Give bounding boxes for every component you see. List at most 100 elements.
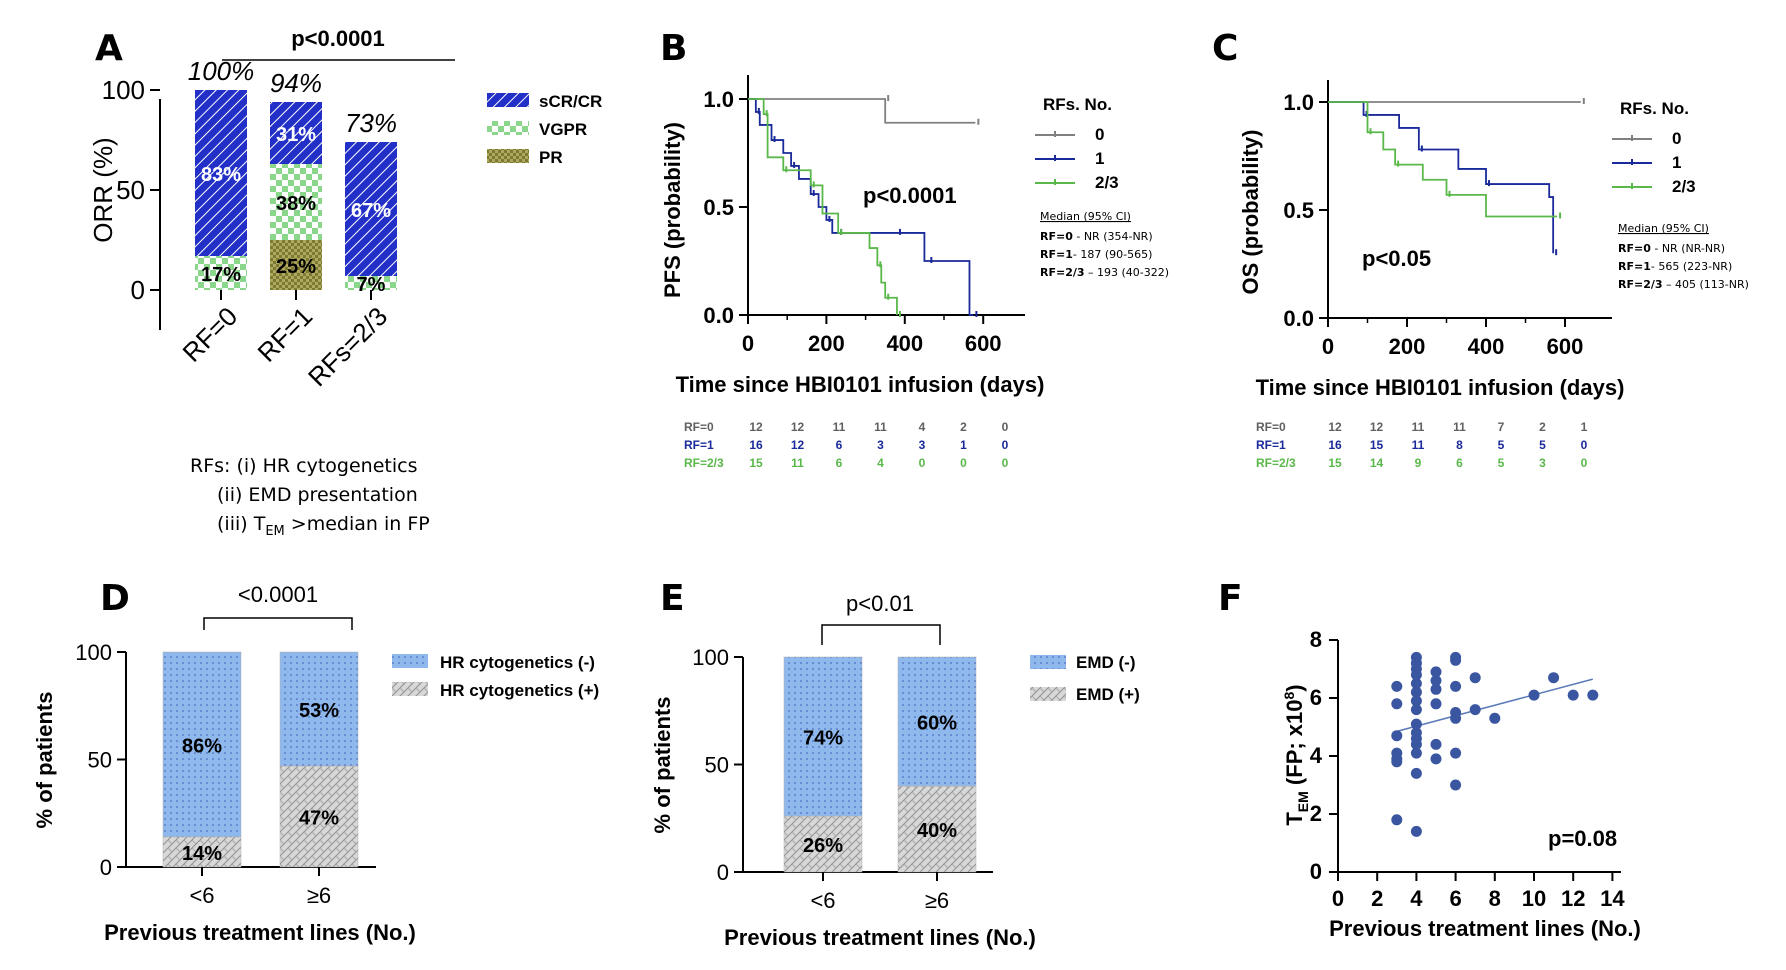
ytick-label-100: 100 [102, 75, 145, 105]
scatter-point [1430, 753, 1442, 765]
risk-cell-2-6: 0 [1581, 456, 1588, 470]
risk-row-label-0: RF=0 [1256, 420, 1286, 434]
risk-cell-1-0: 16 [1328, 438, 1342, 452]
median-row-0: RF=0 - NR (354-NR) [1040, 230, 1153, 243]
bar-EMD--1 [897, 656, 977, 787]
bar-sCR-CR-RFs=2/3 [345, 142, 397, 276]
risk-cell-0-1: 12 [791, 420, 805, 434]
ytick-label-50: 50 [705, 753, 729, 778]
xtick-label-0: 0 [742, 331, 754, 356]
scatter-point [1528, 689, 1540, 701]
xtick-label-RFs=2/3: RFs=2/3 [302, 301, 393, 392]
panel-d-xlabel: Previous treatment lines (No.) [104, 920, 416, 945]
risk-cell-0-0: 12 [1328, 420, 1342, 434]
panel-c-median: Median (95% CI)RF=0 - NR (NR-NR)RF=1- 56… [1618, 222, 1749, 291]
xtick-label-0: <6 [189, 883, 214, 908]
scatter-point [1391, 730, 1403, 742]
panel-label-d: D [100, 578, 130, 619]
panel-c-legend: RFs. No. 0 1 2/3 [1612, 99, 1696, 196]
bar-sCR-CR-RF=1 [270, 102, 322, 164]
panel-label-e: E [660, 578, 685, 619]
panel-c-pvalue: p<0.05 [1362, 246, 1431, 271]
scatter-point [1489, 712, 1501, 724]
legend-label-rf-0: 0 [1672, 129, 1681, 148]
median-label: RF=1 [1618, 260, 1651, 273]
risk-cell-1-3: 8 [1456, 438, 1463, 452]
ytick-label-50: 50 [116, 175, 145, 205]
panel-c: C OS (probability) Time since HBI0101 in… [1212, 28, 1749, 470]
panel-e-chart: 0 50 100 26% 74% <6 40% 60% ≥6 [692, 645, 993, 913]
bar-label-1-0: 47% [299, 807, 339, 829]
median-value: - NR (354-NR) [1073, 230, 1153, 243]
median-label: RF=1 [1040, 248, 1073, 261]
panel-a-footnote: RFs: (i) HR cytogenetics (ii) EMD presen… [190, 455, 430, 539]
risk-cell-2-5: 3 [1539, 456, 1546, 470]
panel-c-curves [1328, 98, 1585, 256]
xtick-label-600: 600 [965, 331, 1002, 356]
scatter-point [1410, 825, 1422, 837]
panel-f-ticks: 0 2 4 6 8 10 12 14 0 2 4 6 8 [1310, 627, 1626, 911]
median-title: Median (95% CI) [1040, 210, 1131, 223]
risk-cell-0-6: 0 [1002, 420, 1009, 434]
risk-cell-1-0: 16 [749, 438, 763, 452]
risk-cell-1-2: 11 [1412, 438, 1425, 452]
legend-swatch-VGPR [487, 121, 529, 135]
km-curve-rf-2-3 [1328, 101, 1558, 218]
bar-label-VGPR-RF=0: 17% [201, 264, 241, 286]
bar-EMD--0 [783, 656, 863, 817]
risk-cell-1-6: 0 [1002, 438, 1009, 452]
scatter-point [1391, 756, 1403, 768]
risk-cell-2-3: 4 [877, 456, 884, 470]
panel-d-ylabel: % of patients [32, 692, 57, 829]
median-label: RF=0 [1618, 242, 1651, 255]
panel-d-bracket [203, 617, 353, 630]
panel-c-risk-table: RF=0 12 12 11 11 7 2 1 RF=1 16 15 11 8 5 5 0 RF=2/3 15 14 9… [1256, 420, 1588, 470]
panel-a-yticks: 0 50 100 [102, 75, 160, 305]
risk-row-label-1: RF=1 [684, 438, 714, 452]
scatter-point [1430, 666, 1442, 678]
legend-label-rf-2-3: 2/3 [1672, 177, 1696, 196]
legend-swatch-hr-neg [392, 654, 428, 668]
panel-b-legend: RFs. No. 0 1 2/3 [1035, 95, 1119, 192]
bar-label-1-0: 40% [917, 820, 957, 842]
km-curve-rf-1 [1328, 101, 1555, 254]
panel-c-ticks: 0 200 400 600 0.0 0.5 1.0 [1283, 90, 1583, 359]
risk-cell-0-3: 11 [1453, 420, 1466, 434]
panel-d-legend: HR cytogenetics (-) HR cytogenetics (+) [392, 653, 599, 700]
median-label: RF=2/3 [1040, 266, 1085, 279]
km-curve-rf-2-3 [748, 98, 898, 315]
panel-b-median: Median (95% CI)RF=0 - NR (354-NR)RF=1- 1… [1040, 210, 1169, 279]
xtick-label-RF=1: RF=1 [252, 301, 319, 368]
ytick-label-0.0: 0.0 [703, 303, 734, 328]
bar-VGPR-RF=0 [195, 256, 247, 290]
scatter-point [1410, 678, 1422, 689]
ytick-label-6: 6 [1310, 685, 1322, 710]
ytick-label-1.0: 1.0 [1283, 90, 1314, 115]
risk-cell-2-0: 15 [1328, 456, 1342, 470]
bar-total-RF=0: 100% [188, 56, 255, 86]
legend-label-emd-pos: EMD (+) [1076, 685, 1140, 704]
km-curve-rf-0 [748, 98, 976, 124]
median-row-0: RF=0 - NR (NR-NR) [1618, 242, 1725, 255]
risk-cell-0-6: 1 [1581, 420, 1588, 434]
xtick-label-600: 600 [1547, 334, 1584, 359]
panel-label-b: B [660, 28, 687, 69]
panel-b-ticks: 0 200 400 600 0.0 0.5 1.0 [703, 87, 1001, 356]
xtick-label-1: ≥6 [307, 883, 331, 908]
bar-EMD--0 [783, 815, 863, 873]
panel-f-xlabel: Previous treatment lines (No.) [1329, 916, 1641, 941]
panel-f-points [1391, 651, 1599, 837]
legend-title: RFs. No. [1043, 95, 1112, 114]
risk-cell-0-4: 4 [919, 420, 926, 434]
panel-a-legend: sCR/CR VGPR PR [487, 92, 602, 167]
legend-label-rf-1: 1 [1095, 149, 1104, 168]
ytick-label-50: 50 [88, 748, 112, 773]
risk-cell-0-2: 11 [833, 420, 846, 434]
bar-label-sCR-CR-RFs=2/3: 67% [351, 200, 391, 222]
bar-HR-cytogenetics--0 [162, 651, 242, 838]
risk-cell-2-4: 0 [919, 456, 926, 470]
legend-label-rf-1: 1 [1672, 153, 1681, 172]
panel-d-chart: 0 50 100 14% 86% <6 47% 53% ≥6 [75, 640, 376, 908]
bar-label-1-1: 60% [917, 713, 957, 735]
